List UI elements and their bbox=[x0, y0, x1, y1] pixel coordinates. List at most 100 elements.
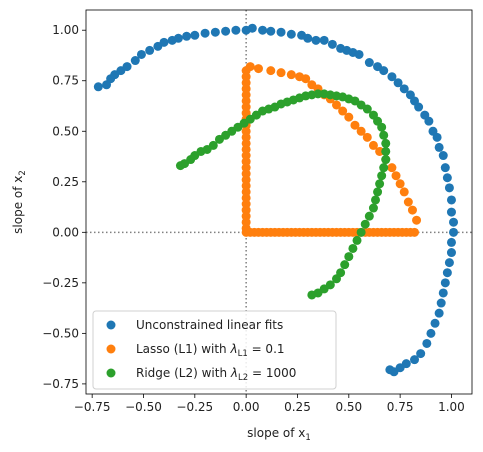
data-point bbox=[354, 49, 364, 59]
data-point bbox=[122, 62, 132, 72]
data-point bbox=[446, 207, 456, 217]
data-point bbox=[399, 84, 409, 94]
data-point bbox=[381, 155, 391, 165]
data-point bbox=[276, 27, 286, 37]
y-axis-label-sub: 2 bbox=[18, 170, 28, 175]
x-tick-label: 0.25 bbox=[284, 400, 311, 414]
data-point bbox=[379, 66, 389, 76]
data-point bbox=[407, 205, 417, 215]
data-point bbox=[286, 70, 296, 80]
legend-label: Unconstrained linear fits bbox=[136, 318, 283, 332]
data-point bbox=[136, 49, 146, 59]
data-point bbox=[387, 163, 397, 173]
data-point bbox=[442, 268, 452, 278]
data-point bbox=[377, 171, 387, 181]
series-2 bbox=[241, 62, 422, 237]
y-tick-label: −0.75 bbox=[42, 377, 79, 391]
y-tick-label: −0.50 bbox=[42, 326, 79, 340]
plot-frame bbox=[85, 9, 473, 395]
data-point bbox=[182, 31, 192, 41]
legend-label: Ridge (L2) with λL2 = 1000 bbox=[136, 366, 296, 383]
data-point bbox=[375, 179, 385, 189]
x-tick-label: 1.00 bbox=[438, 400, 465, 414]
data-point bbox=[93, 82, 103, 92]
data-point bbox=[381, 138, 391, 148]
data-point bbox=[446, 195, 456, 205]
data-point bbox=[436, 298, 446, 308]
data-point bbox=[403, 197, 413, 207]
data-point bbox=[368, 140, 378, 150]
data-point bbox=[145, 45, 155, 55]
data-point bbox=[356, 126, 366, 136]
data-point bbox=[391, 171, 401, 181]
data-point bbox=[422, 338, 432, 348]
data-point bbox=[449, 227, 459, 237]
y-tick-label: 0.00 bbox=[52, 225, 79, 239]
x-tick-label: 0.50 bbox=[335, 400, 362, 414]
data-point bbox=[200, 28, 210, 38]
data-point bbox=[307, 290, 317, 300]
data-point bbox=[350, 120, 360, 130]
data-point bbox=[440, 278, 450, 288]
data-point bbox=[286, 29, 296, 39]
data-point bbox=[446, 248, 456, 258]
x-axis-ticks: −0.75 −0.50 −0.25 0.00 0.25 0.50 0.75 1.00 bbox=[74, 394, 465, 414]
data-point bbox=[438, 151, 448, 161]
data-point bbox=[258, 25, 268, 35]
data-point bbox=[301, 74, 311, 84]
legend-marker bbox=[106, 320, 116, 330]
data-point bbox=[364, 211, 374, 221]
x-tick-label: −0.50 bbox=[125, 400, 162, 414]
data-point bbox=[344, 112, 354, 122]
legend-box bbox=[92, 310, 337, 390]
data-point bbox=[373, 187, 383, 197]
data-point bbox=[434, 142, 444, 152]
data-point bbox=[331, 274, 341, 284]
x-axis-label-text: slope of x bbox=[247, 426, 305, 440]
data-point bbox=[327, 39, 337, 49]
data-point bbox=[368, 203, 378, 213]
x-tick-label: 0.75 bbox=[387, 400, 414, 414]
legend-label: Lasso (L1) with λL1 = 0.1 bbox=[136, 342, 285, 359]
data-point bbox=[434, 308, 444, 318]
data-point bbox=[348, 243, 358, 253]
data-point bbox=[399, 187, 409, 197]
data-point bbox=[444, 258, 454, 268]
legend-marker bbox=[106, 344, 116, 354]
data-point bbox=[266, 26, 276, 36]
data-point bbox=[356, 227, 366, 237]
data-point bbox=[313, 89, 323, 99]
data-point bbox=[442, 173, 452, 183]
data-point bbox=[340, 260, 350, 270]
data-point bbox=[393, 78, 403, 88]
data-point bbox=[385, 365, 395, 375]
data-point bbox=[173, 33, 183, 43]
legend: Unconstrained linear fits Lasso (L1) with… bbox=[92, 310, 337, 390]
data-point bbox=[266, 66, 276, 76]
data-point bbox=[362, 132, 372, 142]
y-tick-label: −0.25 bbox=[42, 276, 79, 290]
data-point bbox=[432, 132, 442, 142]
y-tick-label: 0.75 bbox=[52, 74, 79, 88]
data-point bbox=[231, 25, 241, 35]
data-point bbox=[221, 26, 231, 36]
data-point bbox=[276, 68, 286, 78]
x-tick-label: 0.00 bbox=[233, 400, 260, 414]
data-point bbox=[395, 179, 405, 189]
data-point bbox=[159, 37, 169, 47]
data-point bbox=[245, 62, 255, 72]
data-point bbox=[444, 183, 454, 193]
legend-entry: Unconstrained linear fits bbox=[106, 318, 283, 332]
data-point bbox=[362, 104, 372, 114]
y-axis-label: slope of x2 bbox=[11, 170, 28, 234]
data-point bbox=[190, 30, 200, 40]
y-axis-label-text: slope of x bbox=[11, 176, 25, 234]
data-point bbox=[414, 102, 424, 112]
data-point bbox=[375, 146, 385, 156]
data-point bbox=[344, 252, 354, 262]
series-1 bbox=[93, 23, 459, 377]
data-point bbox=[364, 58, 374, 68]
data-point bbox=[446, 237, 456, 247]
data-point bbox=[331, 100, 341, 110]
data-point bbox=[247, 23, 257, 33]
